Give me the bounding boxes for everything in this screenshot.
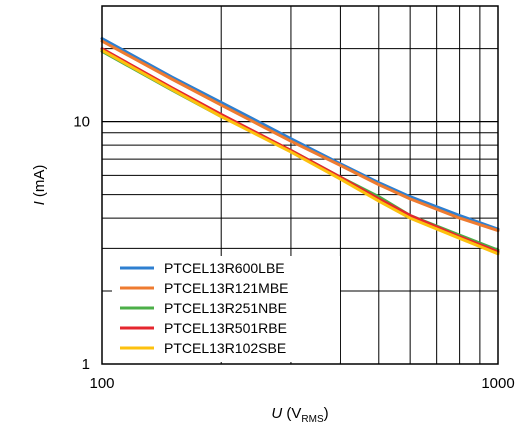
plot-frame — [101, 5, 499, 365]
series-lines — [100, 37, 500, 256]
legend-label: PTCEL13R251NBE — [164, 300, 287, 316]
series-line-1 — [100, 37, 500, 231]
x-tick-label: 100 — [89, 375, 114, 392]
tick-labels: 100 1000 1 10 — [73, 114, 514, 392]
y-axis-unit: (mA) — [31, 165, 48, 202]
y-axis-label: I (mA) — [31, 165, 48, 206]
x-tick-label: 1000 — [481, 375, 514, 392]
legend-label: PTCEL13R501RBE — [164, 320, 287, 336]
legend-label: PTCEL13R600LBE — [164, 260, 285, 276]
y-axis-variable: I — [31, 201, 48, 205]
x-axis-label: U (VRMS) — [271, 405, 328, 425]
series-line-2 — [100, 39, 500, 233]
y-tick-label: 1 — [82, 356, 90, 373]
grid — [102, 6, 498, 364]
series-line-5 — [100, 48, 500, 256]
y-tick-label: 10 — [73, 114, 90, 131]
legend-label: PTCEL13R102SBE — [164, 340, 286, 356]
legend-label: PTCEL13R121MBE — [164, 280, 289, 296]
x-axis-variable: U — [271, 405, 282, 422]
series-line-4 — [100, 47, 500, 254]
x-axis-unit-close: ) — [324, 405, 329, 422]
x-axis-unit-sub: RMS — [301, 414, 324, 425]
x-axis-unit-open: (V — [282, 405, 301, 422]
legend: PTCEL13R600LBE PTCEL13R121MBE PTCEL13R251N… — [112, 256, 340, 362]
